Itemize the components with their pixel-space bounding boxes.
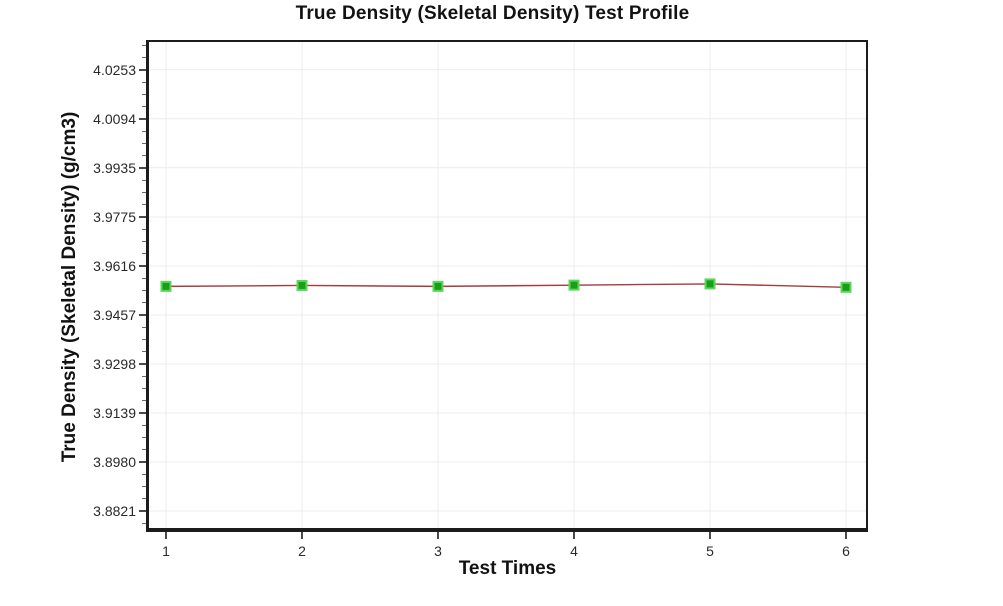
y-axis-minor-tick <box>142 486 146 488</box>
data-point-marker <box>296 279 308 291</box>
y-axis-minor-tick <box>142 400 146 402</box>
y-axis-major-tick <box>139 314 146 317</box>
y-axis-minor-tick <box>142 498 146 500</box>
y-axis-minor-tick <box>142 449 146 451</box>
y-axis-minor-tick <box>142 204 146 206</box>
x-tick-label: 5 <box>706 543 714 559</box>
y-axis-minor-tick <box>142 522 146 524</box>
y-axis-minor-tick <box>142 388 146 390</box>
y-axis-major-tick <box>139 363 146 366</box>
y-axis-minor-tick <box>142 192 146 194</box>
x-axis-major-tick <box>709 532 711 539</box>
y-axis-minor-tick <box>142 351 146 353</box>
y-tick-label: 3.9298 <box>93 356 136 373</box>
y-axis-minor-tick <box>142 253 146 255</box>
y-axis-major-tick <box>139 412 146 415</box>
y-axis-major-tick <box>139 265 146 268</box>
y-tick-label: 3.8980 <box>93 454 136 471</box>
y-axis-minor-tick <box>142 302 146 304</box>
series-line <box>165 283 847 289</box>
y-axis-minor-tick <box>142 143 146 145</box>
x-axis-major-tick <box>301 532 303 539</box>
y-axis-minor-tick <box>142 326 146 328</box>
x-axis-major-tick <box>437 532 439 539</box>
y-axis-minor-tick <box>142 437 146 439</box>
y-tick-label: 3.9139 <box>93 405 136 422</box>
x-axis-major-tick <box>573 532 575 539</box>
plot-canvas <box>149 42 866 528</box>
y-axis-major-tick <box>139 68 146 71</box>
data-point-marker <box>704 278 716 290</box>
y-axis-major-tick <box>139 166 146 169</box>
data-point-marker <box>432 280 444 292</box>
y-tick-label: 3.9616 <box>93 258 136 275</box>
y-axis-major-tick <box>139 216 146 219</box>
y-tick-label: 3.9935 <box>93 159 136 176</box>
x-axis-title: Test Times <box>458 558 557 579</box>
y-axis-major-tick <box>139 510 146 513</box>
y-axis-minor-tick <box>142 94 146 96</box>
y-axis-minor-tick <box>142 57 146 59</box>
y-tick-label: 3.8821 <box>93 503 136 520</box>
y-axis-major-tick <box>139 117 146 120</box>
chart-title: True Density (Skeletal Density) Test Pro… <box>295 3 690 24</box>
x-tick-label: 2 <box>298 543 306 559</box>
data-point-marker <box>160 280 172 292</box>
y-tick-label: 3.9775 <box>93 209 136 226</box>
x-tick-label: 1 <box>162 543 170 559</box>
x-tick-label: 6 <box>842 543 850 559</box>
y-axis-minor-tick <box>142 339 146 341</box>
y-axis-minor-tick <box>142 228 146 230</box>
y-axis-minor-tick <box>142 81 146 83</box>
y-axis-minor-tick <box>142 277 146 279</box>
y-axis-minor-tick <box>142 45 146 47</box>
data-point-marker <box>840 281 852 293</box>
x-tick-label: 4 <box>570 543 578 559</box>
y-axis-minor-tick <box>142 424 146 426</box>
y-tick-label: 4.0253 <box>93 61 136 78</box>
x-axis-major-tick <box>165 532 167 539</box>
y-axis-minor-tick <box>142 473 146 475</box>
x-axis-major-tick <box>845 532 847 539</box>
y-tick-label: 4.0094 <box>93 110 136 127</box>
y-axis-major-tick <box>139 461 146 464</box>
x-tick-label: 3 <box>434 543 442 559</box>
y-axis-minor-tick <box>142 106 146 108</box>
y-axis-minor-tick <box>142 179 146 181</box>
y-axis-minor-tick <box>142 155 146 157</box>
y-axis-minor-tick <box>142 241 146 243</box>
data-point-marker <box>568 279 580 291</box>
y-axis-minor-tick <box>142 130 146 132</box>
y-axis-minor-tick <box>142 375 146 377</box>
y-tick-label: 3.9457 <box>93 307 136 324</box>
plot-area <box>146 40 868 532</box>
y-axis-minor-tick <box>142 290 146 292</box>
